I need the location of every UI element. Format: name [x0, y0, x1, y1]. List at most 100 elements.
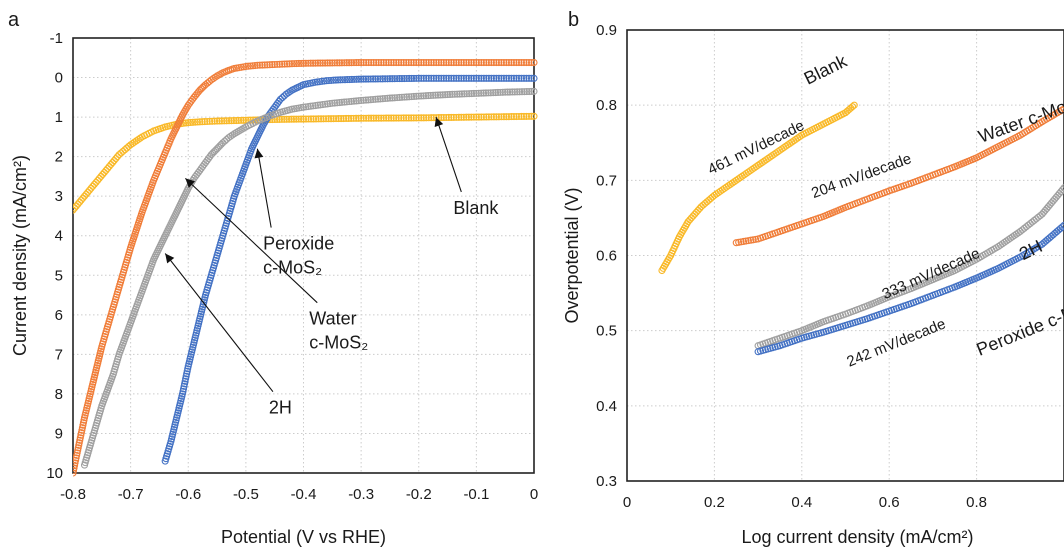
data-point — [440, 58, 448, 67]
x-tick-label: -0.3 — [348, 486, 374, 503]
x-tick-label: -0.4 — [291, 486, 317, 503]
data-point — [517, 74, 526, 82]
data-point — [375, 58, 383, 67]
data-point — [452, 74, 460, 82]
data-point — [355, 75, 363, 83]
data-point — [495, 58, 503, 67]
data-point — [350, 114, 358, 122]
data-point — [321, 59, 329, 67]
x-tick-label: -0.5 — [233, 486, 259, 503]
data-point — [472, 89, 480, 97]
x-axis-label: Potential (V vs RHE) — [221, 527, 386, 547]
data-point — [480, 113, 488, 121]
data-point — [403, 93, 411, 101]
data-point — [367, 75, 375, 83]
data-point — [390, 114, 398, 122]
data-point — [422, 114, 430, 122]
data-point — [340, 59, 348, 67]
data-point — [387, 58, 395, 67]
data-point — [402, 58, 410, 67]
plot-frame — [72, 37, 535, 474]
data-point — [482, 74, 490, 82]
data-point — [386, 94, 394, 102]
data-point — [235, 116, 243, 125]
data-point — [422, 92, 430, 100]
data-point — [417, 74, 425, 82]
data-point — [383, 94, 392, 102]
data-point — [239, 116, 248, 124]
data-point — [203, 117, 211, 126]
data-point — [395, 75, 404, 83]
data-point — [490, 74, 498, 82]
data-point — [380, 114, 388, 122]
y-tick-label: 7 — [55, 346, 63, 363]
data-point — [285, 60, 294, 68]
data-point — [385, 114, 393, 122]
data-point — [460, 58, 468, 67]
data-point — [420, 92, 428, 100]
data-point — [369, 95, 377, 104]
data-point — [513, 88, 521, 96]
data-point — [424, 92, 432, 100]
data-point — [187, 118, 195, 127]
x-tick-label: 0.2 — [704, 494, 725, 511]
data-point — [430, 58, 438, 67]
data-point — [475, 74, 483, 82]
data-point — [420, 114, 428, 122]
annotation-line: Peroxide — [263, 234, 334, 254]
data-point — [518, 88, 526, 96]
data-point — [502, 74, 510, 82]
data-point — [492, 58, 500, 67]
data-point — [352, 75, 361, 83]
data-point — [407, 114, 415, 122]
data-point — [442, 74, 450, 82]
data-point — [450, 58, 458, 67]
x-tick-label: -0.2 — [406, 486, 432, 503]
arrowhead — [254, 148, 264, 159]
data-point — [341, 76, 349, 84]
y-tick-label: 0.4 — [596, 398, 617, 415]
data-point — [427, 91, 435, 100]
data-point — [376, 75, 384, 83]
data-point — [283, 115, 291, 123]
data-point — [311, 102, 320, 110]
data-point — [258, 61, 266, 69]
data-point — [220, 117, 228, 125]
data-point — [278, 60, 286, 68]
data-point — [435, 58, 443, 67]
data-point — [427, 114, 435, 122]
data-point — [465, 74, 473, 82]
data-point — [527, 58, 536, 67]
data-point — [397, 58, 405, 67]
data-point — [1060, 105, 1064, 113]
data-point — [395, 93, 404, 101]
data-point — [290, 115, 298, 123]
data-point — [520, 74, 528, 82]
data-point — [525, 87, 533, 96]
y-tick-label: 10 — [46, 465, 63, 482]
data-point — [407, 58, 415, 67]
data-point — [278, 115, 286, 123]
data-point — [256, 61, 264, 69]
data-point — [352, 59, 360, 67]
data-point — [442, 58, 450, 67]
data-point — [410, 92, 418, 101]
annotation-line: c-MoS₂ — [263, 258, 322, 278]
data-point — [485, 113, 493, 121]
data-point — [337, 115, 345, 123]
arrowhead — [434, 117, 444, 128]
data-point — [472, 113, 480, 121]
data-point — [211, 117, 219, 125]
data-point — [309, 59, 317, 67]
data-point — [392, 58, 400, 67]
data-point — [480, 58, 488, 67]
data-point — [302, 59, 310, 67]
data-point — [223, 117, 231, 125]
data-point — [323, 59, 332, 67]
data-point — [311, 59, 320, 67]
data-point — [527, 112, 536, 120]
data-point — [345, 59, 353, 67]
panel-a-chart: -0.8 -0.7 -0.6 -0.5 -0.4 -0.3 -0.2 -0.1 0 -1 0 1 2 3 4… — [8, 9, 538, 547]
data-point — [328, 99, 336, 107]
data-point — [400, 114, 408, 122]
